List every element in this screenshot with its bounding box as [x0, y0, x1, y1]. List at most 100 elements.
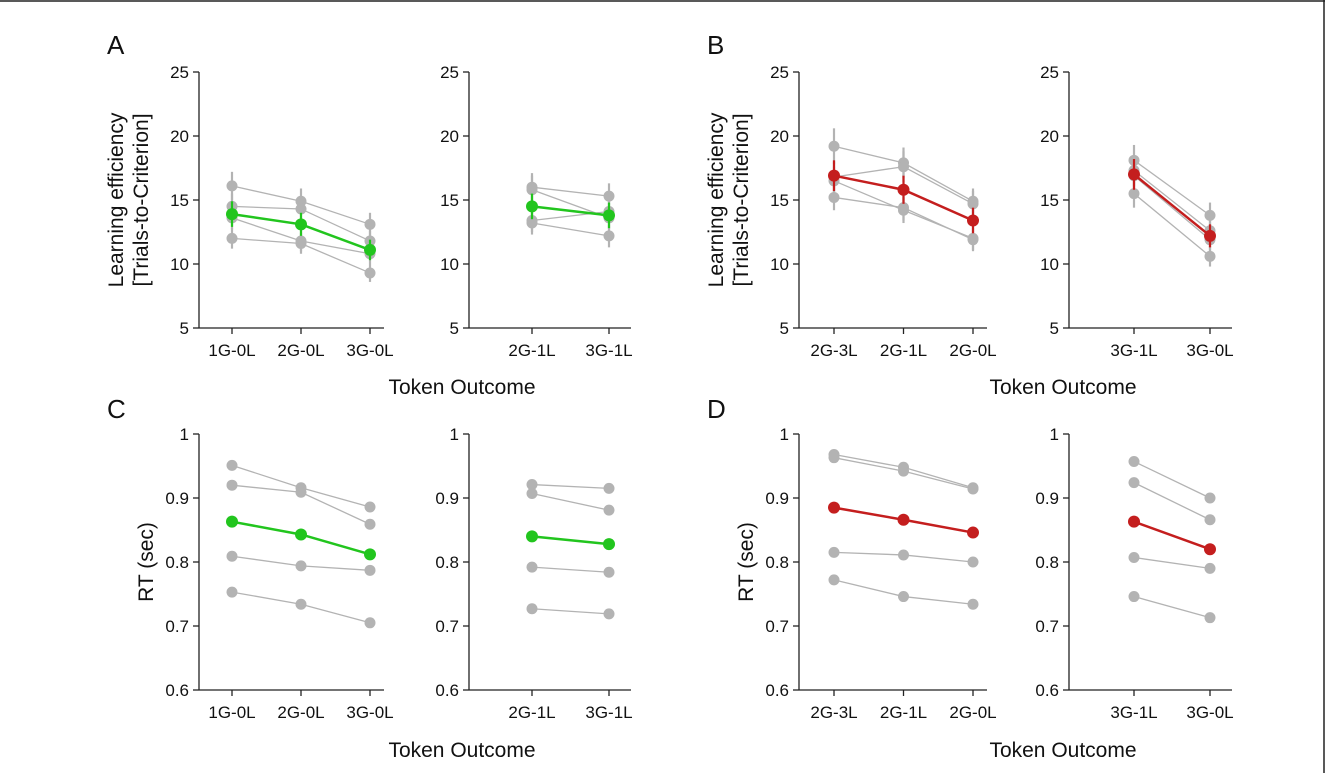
x-tick-label: 2G-1L — [880, 703, 927, 722]
individual-series-4-point — [1128, 591, 1140, 603]
mean-series-point — [897, 183, 910, 196]
y-tick-label: 15 — [1040, 191, 1059, 210]
individual-series-3-point — [364, 564, 376, 576]
mean-series-point — [295, 528, 307, 541]
individual-series-2-point — [828, 452, 840, 464]
mean-series-point — [1204, 543, 1216, 556]
y-tick-label: 0.7 — [165, 617, 189, 636]
x-tick-label: 3G-0L — [346, 703, 393, 722]
individual-series-2-line — [1133, 482, 1211, 521]
individual-series-1-point — [364, 501, 376, 513]
y-tick-label: 0.7 — [435, 617, 459, 636]
individual-series-4-line — [1133, 595, 1211, 619]
individual-series-2-point — [526, 184, 538, 196]
mean-series-line — [531, 205, 610, 217]
y-tick-label: 25 — [1040, 63, 1059, 82]
y-tick-label: 20 — [770, 127, 789, 146]
y-tick-label: 10 — [440, 255, 459, 274]
individual-series-4-line — [531, 222, 610, 237]
y-axis-label-c: RT (sec) — [135, 522, 158, 602]
mean-series-point — [828, 169, 840, 182]
y-tick-label: 0.6 — [765, 681, 789, 700]
x-tick-label: 3G-1L — [585, 703, 632, 722]
individual-series-1-point — [828, 140, 840, 152]
mean-series-point — [526, 530, 538, 543]
y-axis-label-a-line1: Learning efficiency — [105, 112, 128, 287]
individual-series-1-point — [1128, 456, 1140, 468]
mean-series-point — [603, 538, 615, 551]
individual-series-4-point — [603, 230, 615, 242]
y-tick-label: 10 — [170, 255, 189, 274]
individual-series-4-point — [828, 191, 840, 203]
individual-series-2-point — [364, 518, 376, 530]
y-tick-label: 0.9 — [765, 489, 789, 508]
y-axis-label-b-line1: Learning efficiency — [705, 112, 728, 287]
subplot-c-2: 0.6 0.7 0.8 0.9 1 2G-1L 3G-1L — [435, 425, 632, 722]
y-tick-label: 0.6 — [435, 681, 459, 700]
mean-series-point — [526, 200, 538, 213]
y-axis-label-b-line2: [Trials-to-Criterion] — [730, 113, 753, 286]
y-tick-label: 0.9 — [165, 489, 189, 508]
x-axis-title-d: Token Outcome — [989, 739, 1136, 762]
y-tick-label: 0.8 — [765, 553, 789, 572]
x-axis-title-c: Token Outcome — [388, 739, 535, 762]
mean-series-point — [364, 548, 376, 561]
individual-series-4-point — [1204, 250, 1216, 262]
individual-series-1-point — [1204, 209, 1216, 221]
x-tick-label: 2G-3L — [810, 703, 857, 722]
individual-series-3-point — [226, 550, 238, 562]
y-tick-label: 0.7 — [1035, 617, 1059, 636]
individual-series-3-point — [526, 561, 538, 573]
y-axis-label-a-line2: [Trials-to-Criterion] — [130, 113, 153, 286]
individual-series-1-point — [526, 479, 538, 491]
x-tick-label: 2G-0L — [949, 341, 996, 360]
mean-series-point — [226, 515, 238, 528]
individual-series-2-point — [295, 203, 307, 215]
individual-series-4-point — [828, 574, 840, 586]
individual-series-4-point — [1128, 188, 1140, 200]
individual-series-4-line — [1133, 193, 1211, 257]
individual-series-3-point — [1128, 552, 1140, 564]
panel-letter-a: A — [107, 30, 125, 60]
y-tick-label: 25 — [770, 63, 789, 82]
y-tick-label: 0.6 — [165, 681, 189, 700]
individual-series-3-point — [967, 556, 979, 568]
individual-series-2-point — [295, 486, 307, 498]
individual-series-4-point — [295, 238, 307, 250]
y-tick-label: 5 — [180, 319, 189, 338]
y-tick-label: 1 — [1050, 425, 1059, 444]
mean-series-line — [1133, 520, 1211, 551]
y-axis-label-d: RT (sec) — [735, 522, 758, 602]
mean-series-point — [295, 218, 307, 231]
y-tick-label: 20 — [170, 127, 189, 146]
y-tick-label: 25 — [170, 63, 189, 82]
individual-series-1-point — [226, 459, 238, 471]
individual-series-4-point — [898, 591, 909, 603]
individual-series-2-point — [1204, 514, 1216, 526]
individual-series-2-point — [1128, 477, 1140, 489]
mean-series-point — [828, 501, 840, 514]
individual-series-4-point — [1204, 612, 1216, 624]
individual-series-2-point — [898, 161, 909, 173]
individual-series-4-point — [295, 598, 307, 610]
individual-series-3-line — [531, 566, 610, 573]
individual-series-4-point — [526, 603, 538, 615]
x-tick-label: 3G-1L — [1110, 341, 1157, 360]
y-tick-label: 15 — [440, 191, 459, 210]
subplot-a-1: 5 10 15 20 25 1G-0L 2G-0L 3G-0L — [170, 63, 394, 360]
panel-letter-b: B — [707, 30, 724, 60]
mean-series-point — [1204, 229, 1216, 242]
individual-series-2-line — [531, 492, 610, 511]
individual-series-2-line — [1133, 170, 1211, 232]
individual-series-3-point — [828, 546, 840, 558]
mean-series-point — [226, 208, 238, 221]
x-tick-label: 2G-0L — [949, 703, 996, 722]
y-tick-label: 5 — [780, 319, 789, 338]
subplot-b-2: 5 10 15 20 25 3G-1L 3G-0L — [1040, 63, 1234, 360]
mean-series-point — [897, 513, 910, 526]
individual-series-1-line — [1133, 460, 1211, 499]
x-tick-label: 3G-0L — [1186, 341, 1233, 360]
